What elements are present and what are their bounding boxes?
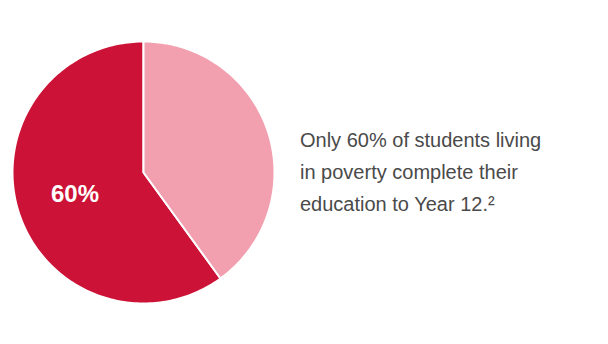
html-text:education to Year 12.²: education to Year 12.² — [300, 193, 495, 215]
html-text:in poverty complete their: in poverty complete their — [300, 161, 518, 183]
html-text:Only 60% of students living: Only 60% of students living — [300, 129, 542, 151]
svg-text:60%: 60% — [51, 180, 99, 207]
